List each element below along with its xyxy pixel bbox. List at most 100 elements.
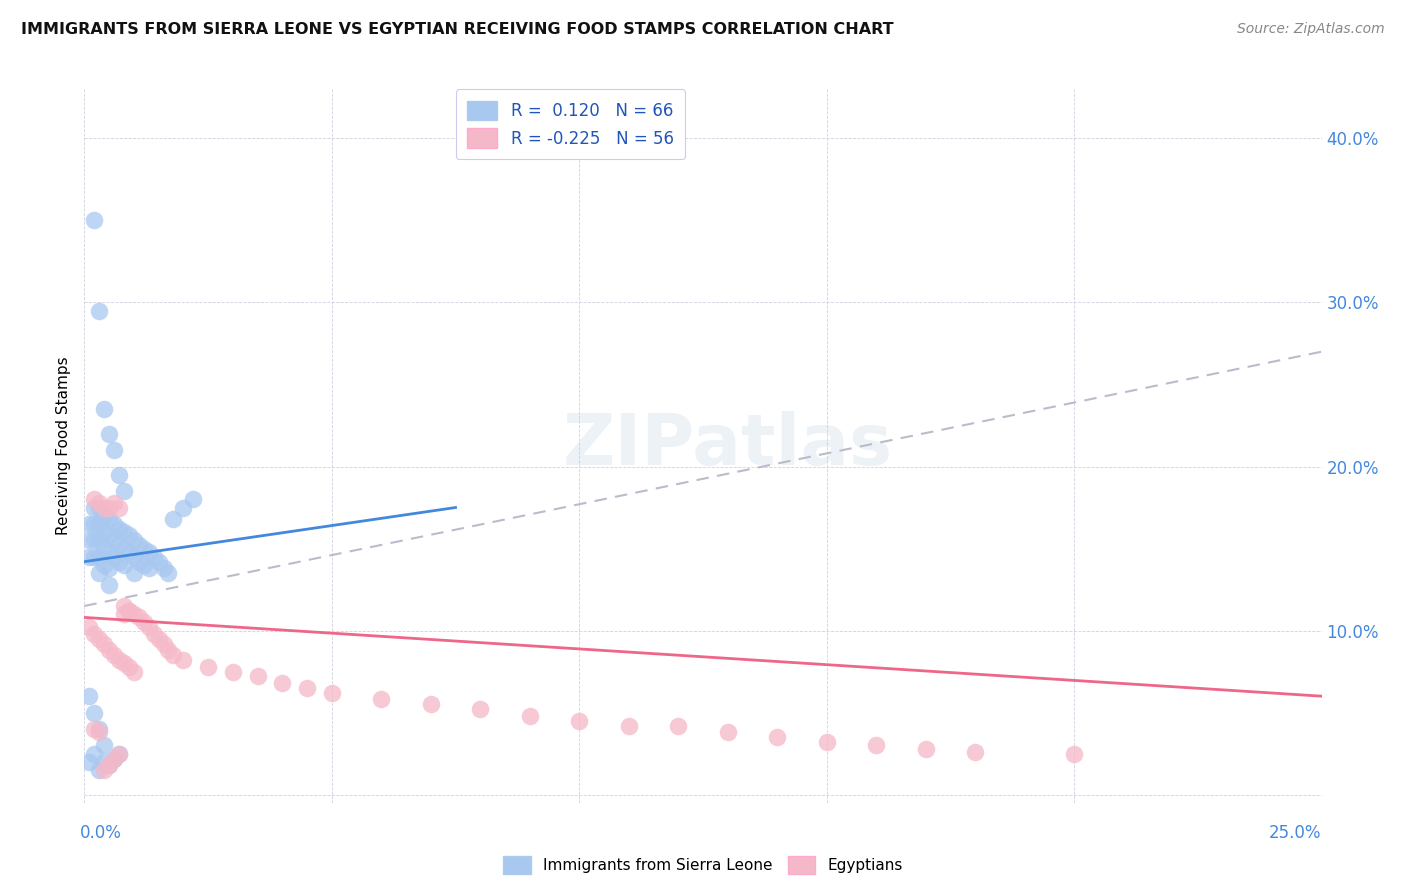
Point: [222, 665, 245, 679]
Point: [138, 620, 160, 634]
Point: [246, 669, 269, 683]
Point: [89, 632, 111, 646]
Point: [118, 545, 141, 559]
Point: [93, 763, 115, 777]
Point: [83, 722, 105, 736]
Point: [93, 541, 115, 556]
Point: [89, 495, 111, 509]
Point: [128, 555, 150, 569]
Point: [118, 528, 141, 542]
Point: [83, 492, 105, 507]
Point: [93, 637, 115, 651]
Point: [162, 512, 184, 526]
Point: [103, 751, 125, 765]
Point: [83, 516, 105, 531]
Point: [370, 692, 392, 706]
Point: [128, 610, 150, 624]
Point: [138, 561, 160, 575]
Point: [815, 735, 838, 749]
Text: 0.0%: 0.0%: [79, 824, 121, 842]
Point: [79, 516, 101, 531]
Point: [112, 599, 135, 613]
Point: [98, 643, 121, 657]
Point: [470, 702, 492, 716]
Point: [98, 758, 121, 772]
Point: [1063, 747, 1085, 761]
Point: [122, 533, 145, 548]
Point: [108, 747, 131, 761]
Point: [98, 545, 121, 559]
Point: [79, 755, 101, 769]
Point: [321, 686, 343, 700]
Point: [157, 566, 180, 581]
Point: [93, 402, 115, 417]
Point: [98, 758, 121, 772]
Point: [108, 500, 131, 515]
Point: [568, 714, 591, 728]
Point: [98, 577, 121, 591]
Point: [93, 508, 115, 523]
Point: [122, 549, 145, 564]
Point: [271, 676, 294, 690]
Point: [83, 627, 105, 641]
Point: [142, 627, 165, 641]
Point: [717, 725, 740, 739]
Point: [112, 607, 135, 622]
Point: [83, 706, 105, 720]
Point: [103, 443, 125, 458]
Point: [172, 500, 194, 515]
Point: [89, 549, 111, 564]
Point: [122, 665, 145, 679]
Point: [83, 533, 105, 548]
Point: [108, 555, 131, 569]
Text: IMMIGRANTS FROM SIERRA LEONE VS EGYPTIAN RECEIVING FOOD STAMPS CORRELATION CHART: IMMIGRANTS FROM SIERRA LEONE VS EGYPTIAN…: [21, 22, 894, 37]
Point: [666, 719, 689, 733]
Point: [118, 604, 141, 618]
Point: [112, 541, 135, 556]
Y-axis label: Receiving Food Stamps: Receiving Food Stamps: [56, 357, 72, 535]
Point: [83, 500, 105, 515]
Point: [766, 730, 789, 744]
Point: [103, 495, 125, 509]
Point: [148, 632, 170, 646]
Point: [128, 538, 150, 552]
Point: [89, 763, 111, 777]
Point: [162, 648, 184, 662]
Legend: R =  0.120   N = 66, R = -0.225   N = 56: R = 0.120 N = 66, R = -0.225 N = 56: [456, 89, 685, 160]
Point: [148, 555, 170, 569]
Point: [172, 653, 194, 667]
Point: [89, 500, 111, 515]
Point: [118, 604, 141, 618]
Point: [138, 545, 160, 559]
Point: [89, 516, 111, 531]
Point: [914, 741, 936, 756]
Point: [93, 558, 115, 572]
Point: [152, 637, 174, 651]
Point: [617, 719, 640, 733]
Point: [98, 561, 121, 575]
Point: [103, 549, 125, 564]
Point: [181, 492, 204, 507]
Point: [89, 566, 111, 581]
Point: [112, 657, 135, 671]
Point: [93, 755, 115, 769]
Point: [93, 500, 115, 515]
Point: [122, 566, 145, 581]
Point: [118, 659, 141, 673]
Point: [132, 558, 155, 572]
Point: [142, 549, 165, 564]
Point: [965, 745, 987, 759]
Point: [89, 303, 111, 318]
Point: [98, 528, 121, 542]
Point: [89, 533, 111, 548]
Point: [419, 698, 441, 712]
Point: [152, 561, 174, 575]
Point: [98, 500, 121, 515]
Point: [865, 739, 887, 753]
Point: [103, 533, 125, 548]
Point: [103, 516, 125, 531]
Point: [83, 747, 105, 761]
Point: [103, 751, 125, 765]
Point: [98, 512, 121, 526]
Point: [132, 615, 155, 630]
